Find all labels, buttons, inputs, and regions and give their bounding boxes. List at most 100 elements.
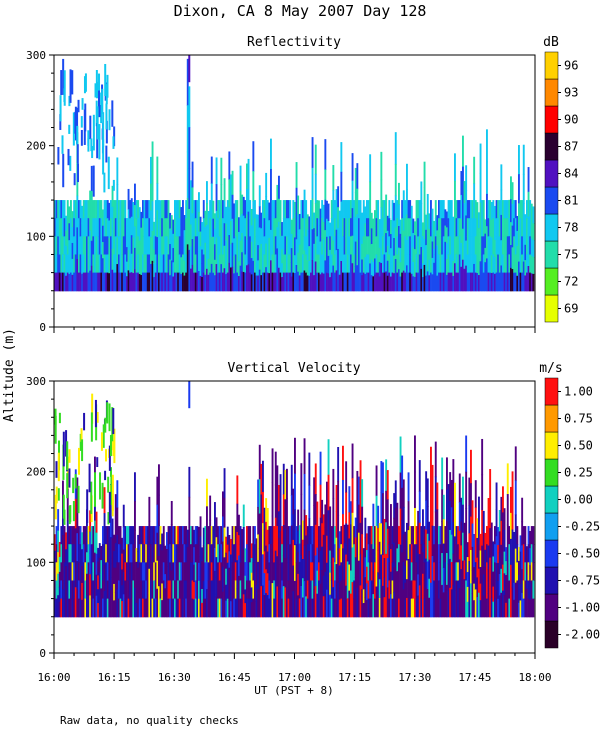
heatmap-cell bbox=[342, 200, 344, 219]
heatmap-cell bbox=[471, 500, 474, 525]
heatmap-cell bbox=[415, 598, 418, 618]
heatmap-cell bbox=[495, 536, 498, 564]
heatmap-cell bbox=[332, 468, 335, 500]
heatmap-cell bbox=[409, 200, 412, 219]
heatmap-cell bbox=[484, 566, 487, 584]
heatmap-cell bbox=[140, 580, 143, 600]
heatmap-cell bbox=[121, 600, 124, 618]
heatmap-cell bbox=[142, 544, 144, 563]
heatmap-cell bbox=[218, 218, 221, 237]
heatmap-cell bbox=[135, 200, 138, 219]
heatmap-cell bbox=[138, 562, 141, 582]
heatmap-cell bbox=[356, 587, 359, 618]
heatmap-cell bbox=[519, 600, 522, 618]
heatmap-cell bbox=[236, 503, 239, 533]
heatmap-cell bbox=[70, 580, 72, 600]
heatmap-cell bbox=[298, 598, 301, 618]
heatmap-cell bbox=[178, 236, 181, 256]
heatmap-cell bbox=[353, 598, 356, 618]
heatmap-cell bbox=[236, 272, 239, 292]
heatmap-cell bbox=[244, 200, 247, 219]
heatmap-cell bbox=[449, 472, 452, 502]
colorbar-segment bbox=[544, 240, 559, 269]
heatmap-cell bbox=[201, 249, 204, 264]
heatmap-cell bbox=[388, 200, 391, 219]
heatmap-cell bbox=[526, 560, 528, 576]
heatmap-cell bbox=[233, 238, 236, 257]
heatmap-cell bbox=[158, 236, 160, 256]
heatmap-cell bbox=[106, 218, 109, 237]
heatmap-cell bbox=[110, 254, 112, 274]
heatmap-cell bbox=[238, 514, 240, 536]
heatmap-cell bbox=[263, 507, 266, 531]
heatmap-cell bbox=[430, 218, 432, 237]
heatmap-cell bbox=[372, 594, 375, 618]
heatmap-cell bbox=[410, 239, 413, 258]
heatmap-cell bbox=[89, 115, 92, 140]
heatmap-cell bbox=[366, 218, 368, 237]
heatmap-cell bbox=[91, 393, 94, 424]
heatmap-cell bbox=[177, 200, 180, 219]
heatmap-cell bbox=[154, 218, 157, 237]
heatmap-cell bbox=[486, 598, 488, 618]
heatmap-cell bbox=[242, 571, 245, 595]
heatmap-cell bbox=[92, 580, 95, 600]
heatmap-cell bbox=[508, 199, 511, 219]
heatmap-cell bbox=[458, 272, 461, 292]
heatmap-cell bbox=[134, 247, 136, 270]
heatmap-cell bbox=[386, 260, 389, 277]
heatmap-cell bbox=[498, 272, 501, 292]
heatmap-cell bbox=[519, 200, 522, 219]
heatmap-cell bbox=[121, 254, 124, 274]
heatmap-cell bbox=[263, 573, 266, 596]
heatmap-cell bbox=[113, 567, 116, 585]
heatmap-cell bbox=[95, 70, 98, 93]
heatmap-cell bbox=[406, 597, 408, 618]
heatmap-cell bbox=[502, 218, 504, 237]
heatmap-cell bbox=[474, 562, 477, 591]
heatmap-cell bbox=[300, 463, 303, 495]
heatmap-cell bbox=[489, 272, 492, 292]
heatmap-cell bbox=[454, 482, 456, 511]
heatmap-cell bbox=[297, 195, 300, 216]
heatmap-cell bbox=[385, 459, 388, 492]
heatmap-cell bbox=[370, 562, 373, 582]
heatmap-cell bbox=[375, 586, 378, 618]
heatmap-cell bbox=[514, 514, 517, 550]
heatmap-cell bbox=[108, 562, 111, 582]
heatmap-cell bbox=[103, 539, 106, 566]
heatmap-cell bbox=[137, 254, 140, 274]
heatmap-cell bbox=[457, 598, 460, 618]
heatmap-cell bbox=[82, 562, 85, 582]
heatmap-cell bbox=[107, 512, 110, 525]
heatmap-cell bbox=[463, 224, 466, 248]
heatmap-cell bbox=[105, 254, 108, 274]
heatmap-cell bbox=[71, 526, 74, 545]
heatmap-cell bbox=[382, 272, 384, 292]
heatmap-cell bbox=[191, 187, 194, 214]
heatmap-cell bbox=[198, 192, 200, 213]
heatmap-cell bbox=[364, 273, 367, 292]
heatmap-cell bbox=[84, 236, 87, 256]
heatmap-cell bbox=[201, 235, 204, 251]
heatmap-cell bbox=[242, 215, 245, 235]
heatmap-cell bbox=[324, 139, 327, 171]
heatmap-cell bbox=[452, 553, 455, 586]
heatmap-cell bbox=[57, 236, 60, 256]
heatmap-cell bbox=[194, 598, 197, 618]
heatmap-cell bbox=[478, 212, 480, 229]
heatmap-cell bbox=[446, 552, 448, 586]
heatmap-cell bbox=[148, 236, 151, 256]
heatmap-cell bbox=[145, 562, 148, 582]
heatmap-cell bbox=[484, 549, 487, 568]
heatmap-cell bbox=[218, 580, 221, 600]
heatmap-cell bbox=[393, 592, 396, 618]
heatmap-cell bbox=[166, 200, 168, 219]
heatmap-cell bbox=[279, 474, 282, 504]
heatmap-cell bbox=[101, 88, 104, 114]
heatmap-cell bbox=[276, 227, 279, 250]
heatmap-cell bbox=[362, 236, 365, 256]
velocity-units: m/s bbox=[539, 361, 562, 376]
heatmap-cell bbox=[97, 602, 100, 618]
heatmap-cell bbox=[286, 218, 288, 237]
